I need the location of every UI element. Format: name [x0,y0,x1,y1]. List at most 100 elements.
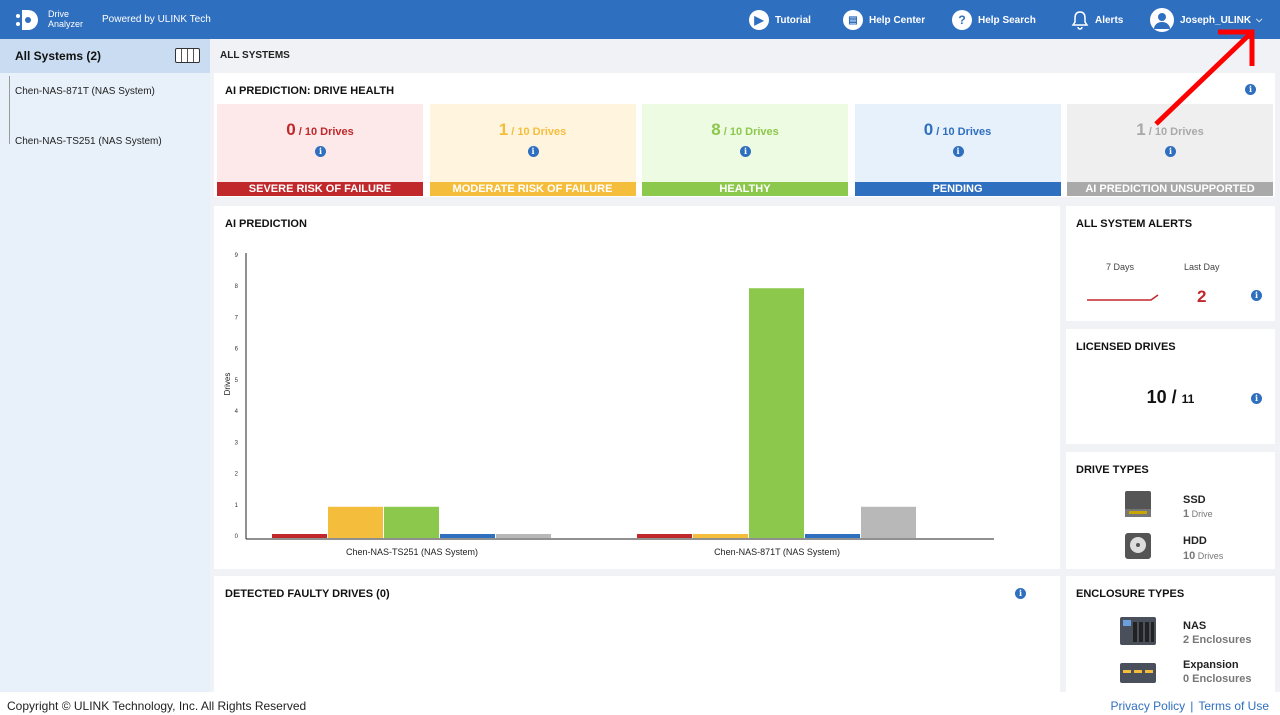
y-tick-label: 0 [235,534,239,540]
help-center-label: Help Center [869,14,926,26]
licensed-drives-title: LICENSED DRIVES [1076,341,1176,353]
licensed-count: 10 / 11 [1066,387,1275,408]
y-tick-label: 8 [235,284,239,290]
all-systems-header[interactable]: All Systems (2) [0,39,210,73]
health-card-label: AI PREDICTION UNSUPPORTED [1067,182,1273,196]
table-view-icon[interactable] [175,48,200,63]
info-icon[interactable]: i [1251,290,1262,301]
info-icon[interactable]: i [740,146,751,157]
hdd-count-number: 10 [1183,550,1196,562]
drive-analyzer-logo[interactable]: Drive Analyzer [14,6,84,33]
health-card-count: 1 / 10 Drives [430,120,636,140]
hdd-icon [1125,533,1151,559]
health-card-count: 1 / 10 Drives [1067,120,1273,140]
logo-mark-icon [16,10,38,30]
system-alerts-panel: ALL SYSTEM ALERTS 7 Days Last Day 2 i [1066,206,1275,321]
licensed-sep: / [1166,387,1182,407]
info-icon[interactable]: i [527,146,539,157]
health-card[interactable]: 1 / 10 Drives i MODERATE RISK OF FAILURE [429,104,636,196]
y-tick-label: 1 [235,503,239,509]
info-icon[interactable]: i [315,146,326,157]
info-icon[interactable]: i [1165,146,1176,157]
y-tick-label: 3 [235,440,239,446]
bar [637,534,692,538]
health-card-number: 1 [498,120,509,139]
health-card[interactable]: 1 / 10 Drives i AI PREDICTION UNSUPPORTED [1067,104,1273,196]
y-tick-label: 5 [235,378,239,384]
y-axis-label: Drives [223,373,232,396]
alerts-label: Alerts [1095,14,1124,26]
health-card[interactable]: 0 / 10 Drives i PENDING [854,104,1061,196]
sidebar: All Systems (2) Chen-NAS-871T (NAS Syste… [0,39,210,692]
play-icon: ▶ [749,10,769,30]
ssd-icon [1125,491,1151,517]
help-search-button[interactable]: ? Help Search [952,8,1036,32]
hdd-label: HDD [1183,535,1207,547]
copyright-text: Copyright © ULINK Technology, Inc. All R… [7,699,307,713]
last-day-value[interactable]: 2 [1197,287,1207,306]
health-card-total: / 10 Drives [933,126,992,138]
health-card-total: / 10 Drives [720,126,779,138]
main-content: ALL SYSTEMS AI PREDICTION: DRIVE HEALTH … [210,39,1280,692]
alerts-title: ALL SYSTEM ALERTS [1076,218,1193,230]
hdd-count: 10 Drives [1183,550,1223,562]
licensed-total: 11 [1181,392,1195,406]
hdd-count-unit: Drives [1195,551,1224,561]
sidebar-item-nas-871t[interactable]: Chen-NAS-871T (NAS System) [15,86,155,97]
ssd-count: 1 Drive [1183,508,1213,520]
ai-prediction-title: AI PREDICTION [225,218,307,230]
bar [496,534,551,538]
info-icon[interactable]: i [952,146,964,157]
tree-line [9,76,10,144]
health-card-count: 8 / 10 Drives [642,120,848,140]
all-systems-label: All Systems (2) [15,49,102,63]
health-card-label: MODERATE RISK OF FAILURE [429,182,636,196]
prediction-chart: 0 1 2 3 4 5 6 7 8 9 Drives Chen-NAS-TS251 (NAS Syst… [223,253,994,557]
alerts-sparkline [1087,294,1159,301]
alerts-button[interactable]: Alerts [1071,8,1123,32]
health-card-number: 0 [923,120,934,139]
health-card-number: 8 [711,120,721,139]
annotation-arrow [1154,29,1255,126]
health-card-number: 1 [1136,120,1146,139]
health-card-label: PENDING [854,182,1061,196]
breadcrumb: ALL SYSTEMS [220,50,290,61]
ai-prediction-panel: AI PREDICTION 0 1 2 3 4 5 6 7 8 9 Drives Chen-NAS-T… [214,206,1060,569]
info-icon[interactable]: i [1015,588,1026,599]
enclosure-types-panel: ENCLOSURE TYPES NAS 2 Enclosures Expansi… [1066,576,1275,692]
health-card[interactable]: 0 / 10 Drives i SEVERE RISK OF FAILURE [217,104,423,196]
health-card-number: 0 [286,120,296,139]
nas-label: NAS [1183,620,1207,632]
seven-days-label: 7 Days [1106,262,1135,272]
info-icon[interactable]: i [1251,393,1262,404]
privacy-policy-link[interactable]: Privacy Policy [1110,699,1186,713]
sidebar-item-nas-ts251[interactable]: Chen-NAS-TS251 (NAS System) [15,136,162,147]
footer: Copyright © ULINK Technology, Inc. All R… [0,692,1280,715]
footer-separator: | [1190,699,1194,713]
tutorial-button[interactable]: ▶ Tutorial [749,8,811,32]
drive-health-title: AI PREDICTION: DRIVE HEALTH [225,85,395,97]
last-day-label: Last Day [1184,262,1220,272]
enclosure-types-title: ENCLOSURE TYPES [1076,588,1185,600]
health-card-label: SEVERE RISK OF FAILURE [217,182,423,196]
expansion-count: 0 Enclosures [1183,673,1252,685]
drive-types-title: DRIVE TYPES [1076,464,1149,476]
ssd-count-number: 1 [1183,508,1190,520]
bar [328,506,383,538]
help-center-button[interactable]: ▤ Help Center [843,8,925,32]
user-menu[interactable]: Joseph_ULINK ⌵ [1150,8,1262,32]
terms-of-use-link[interactable]: Terms of Use [1198,699,1269,713]
bar [693,534,748,538]
x-tick-label: Chen-NAS-871T (NAS System) [714,547,840,557]
question-icon: ? [952,10,972,30]
info-icon[interactable]: i [1245,84,1256,95]
health-card[interactable]: 8 / 10 Drives i HEALTHY [642,104,848,196]
powered-by-text: Powered by ULINK Tech [102,14,211,25]
bar [384,506,439,538]
bar [749,288,804,538]
y-tick-label: 4 [235,409,239,415]
bell-icon [1071,11,1089,30]
nas-count: 2 Enclosures [1183,634,1252,646]
y-tick-label: 7 [235,315,239,321]
ssd-count-unit: Drive [1189,509,1213,519]
